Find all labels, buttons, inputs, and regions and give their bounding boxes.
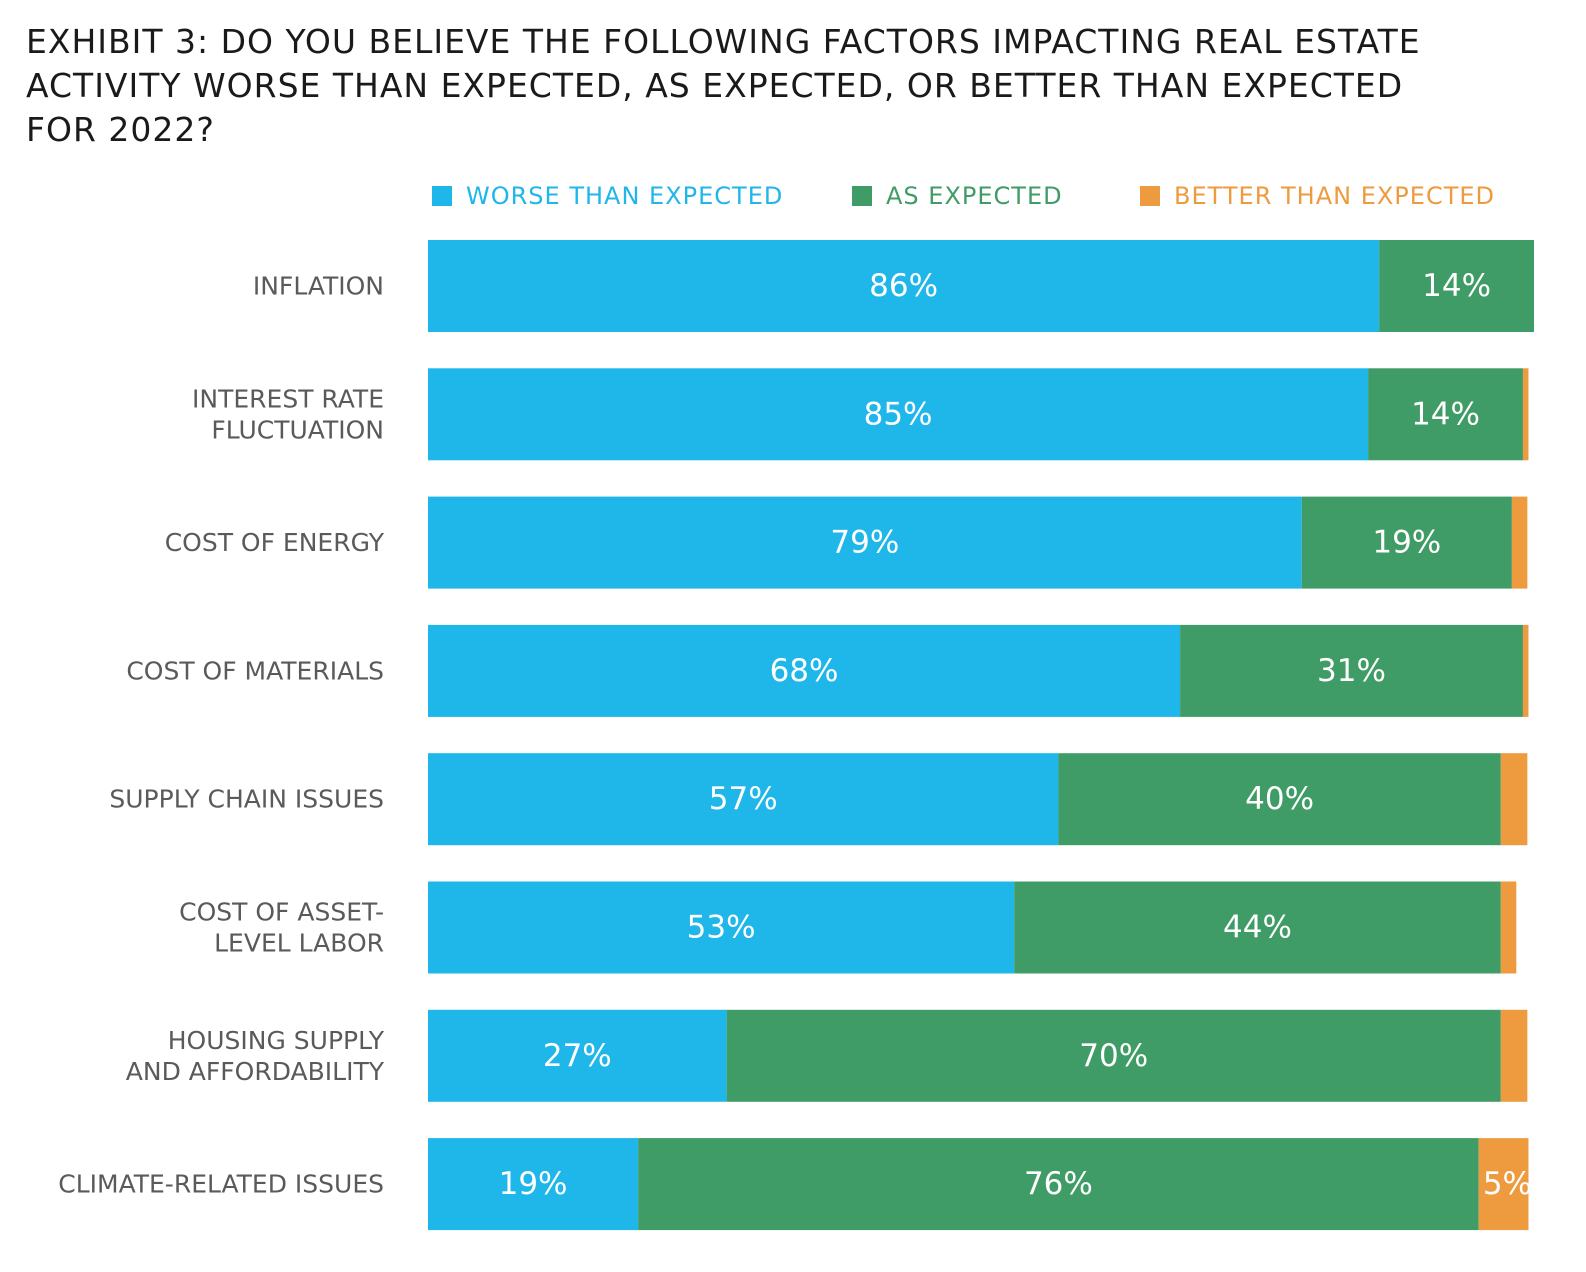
legend: WORSE THAN EXPECTED AS EXPECTED BETTER T… xyxy=(0,178,1586,214)
data-label: 76% xyxy=(1024,1166,1093,1202)
data-label: 70% xyxy=(1079,1038,1148,1074)
data-label: 68% xyxy=(770,653,839,689)
bar-segment-worse xyxy=(428,1009,727,1102)
data-label: 27% xyxy=(543,1038,612,1074)
bar-segment-worse xyxy=(428,1138,639,1231)
bar-segment-as-expected xyxy=(638,1138,1479,1231)
bar-segment-worse xyxy=(428,496,1302,589)
bar-segment-worse xyxy=(428,240,1380,332)
category-label: SUPPLY CHAIN ISSUES xyxy=(109,785,384,814)
bar-segment-worse xyxy=(428,753,1059,846)
bar-segment-as-expected xyxy=(1301,496,1512,589)
legend-item-worse: WORSE THAN EXPECTED xyxy=(432,178,783,214)
legend-swatch-worse xyxy=(432,186,452,206)
category-label: HOUSING SUPPLY xyxy=(168,1026,385,1055)
bar-segment-worse xyxy=(428,881,1015,974)
category-label: COST OF MATERIALS xyxy=(126,656,384,685)
legend-item-better: BETTER THAN EXPECTED xyxy=(1140,178,1495,214)
data-label: 86% xyxy=(869,268,938,304)
legend-label-as-expected: AS EXPECTED xyxy=(886,182,1063,210)
legend-swatch-as-expected xyxy=(852,186,872,206)
bar-segment-better xyxy=(1511,496,1528,589)
bar-segment-better xyxy=(1500,881,1517,974)
bar-segment-as-expected xyxy=(1014,881,1501,974)
bar-segment-better xyxy=(1522,368,1529,461)
data-label: 19% xyxy=(1372,525,1441,561)
legend-swatch-better xyxy=(1140,186,1160,206)
bar-segment-better xyxy=(1500,1009,1528,1102)
category-label: INTEREST RATE xyxy=(192,384,384,413)
bar-segment-as-expected xyxy=(1379,240,1534,332)
data-label: 85% xyxy=(864,396,933,432)
data-label: 79% xyxy=(830,525,899,561)
bar-segment-worse xyxy=(428,624,1181,717)
bar-segment-as-expected xyxy=(726,1009,1501,1102)
data-label: 53% xyxy=(687,910,756,946)
category-label: LEVEL LABOR xyxy=(214,929,384,958)
bar-segment-better xyxy=(1478,1138,1529,1231)
legend-item-as-expected: AS EXPECTED xyxy=(852,178,1063,214)
bar-segment-better xyxy=(1500,753,1528,846)
bar-segment-worse xyxy=(428,368,1369,461)
legend-label-better: BETTER THAN EXPECTED xyxy=(1174,182,1496,210)
bar-segment-better xyxy=(1522,624,1529,717)
category-label: INFLATION xyxy=(253,272,384,301)
data-label: 19% xyxy=(499,1166,568,1202)
data-label: 57% xyxy=(709,781,778,817)
category-label: COST OF ENERGY xyxy=(165,528,385,557)
data-label: 44% xyxy=(1223,910,1292,946)
data-label: 5% xyxy=(1483,1166,1532,1202)
data-label: 40% xyxy=(1245,781,1314,817)
category-label: FLUCTUATION xyxy=(211,415,384,444)
data-label: 14% xyxy=(1411,396,1480,432)
legend-label-worse: WORSE THAN EXPECTED xyxy=(466,182,784,210)
bar-segment-as-expected xyxy=(1058,753,1501,846)
category-label: AND AFFORDABILITY xyxy=(126,1057,385,1086)
chart-title: EXHIBIT 3: DO YOU BELIEVE THE FOLLOWING … xyxy=(26,22,1421,149)
category-label: COST OF ASSET- xyxy=(179,898,384,927)
category-label: CLIMATE-RELATED ISSUES xyxy=(58,1170,384,1199)
bar-segment-as-expected xyxy=(1368,368,1523,461)
data-label: 31% xyxy=(1317,653,1386,689)
bar-segment-as-expected xyxy=(1180,624,1523,717)
data-label: 14% xyxy=(1422,268,1491,304)
